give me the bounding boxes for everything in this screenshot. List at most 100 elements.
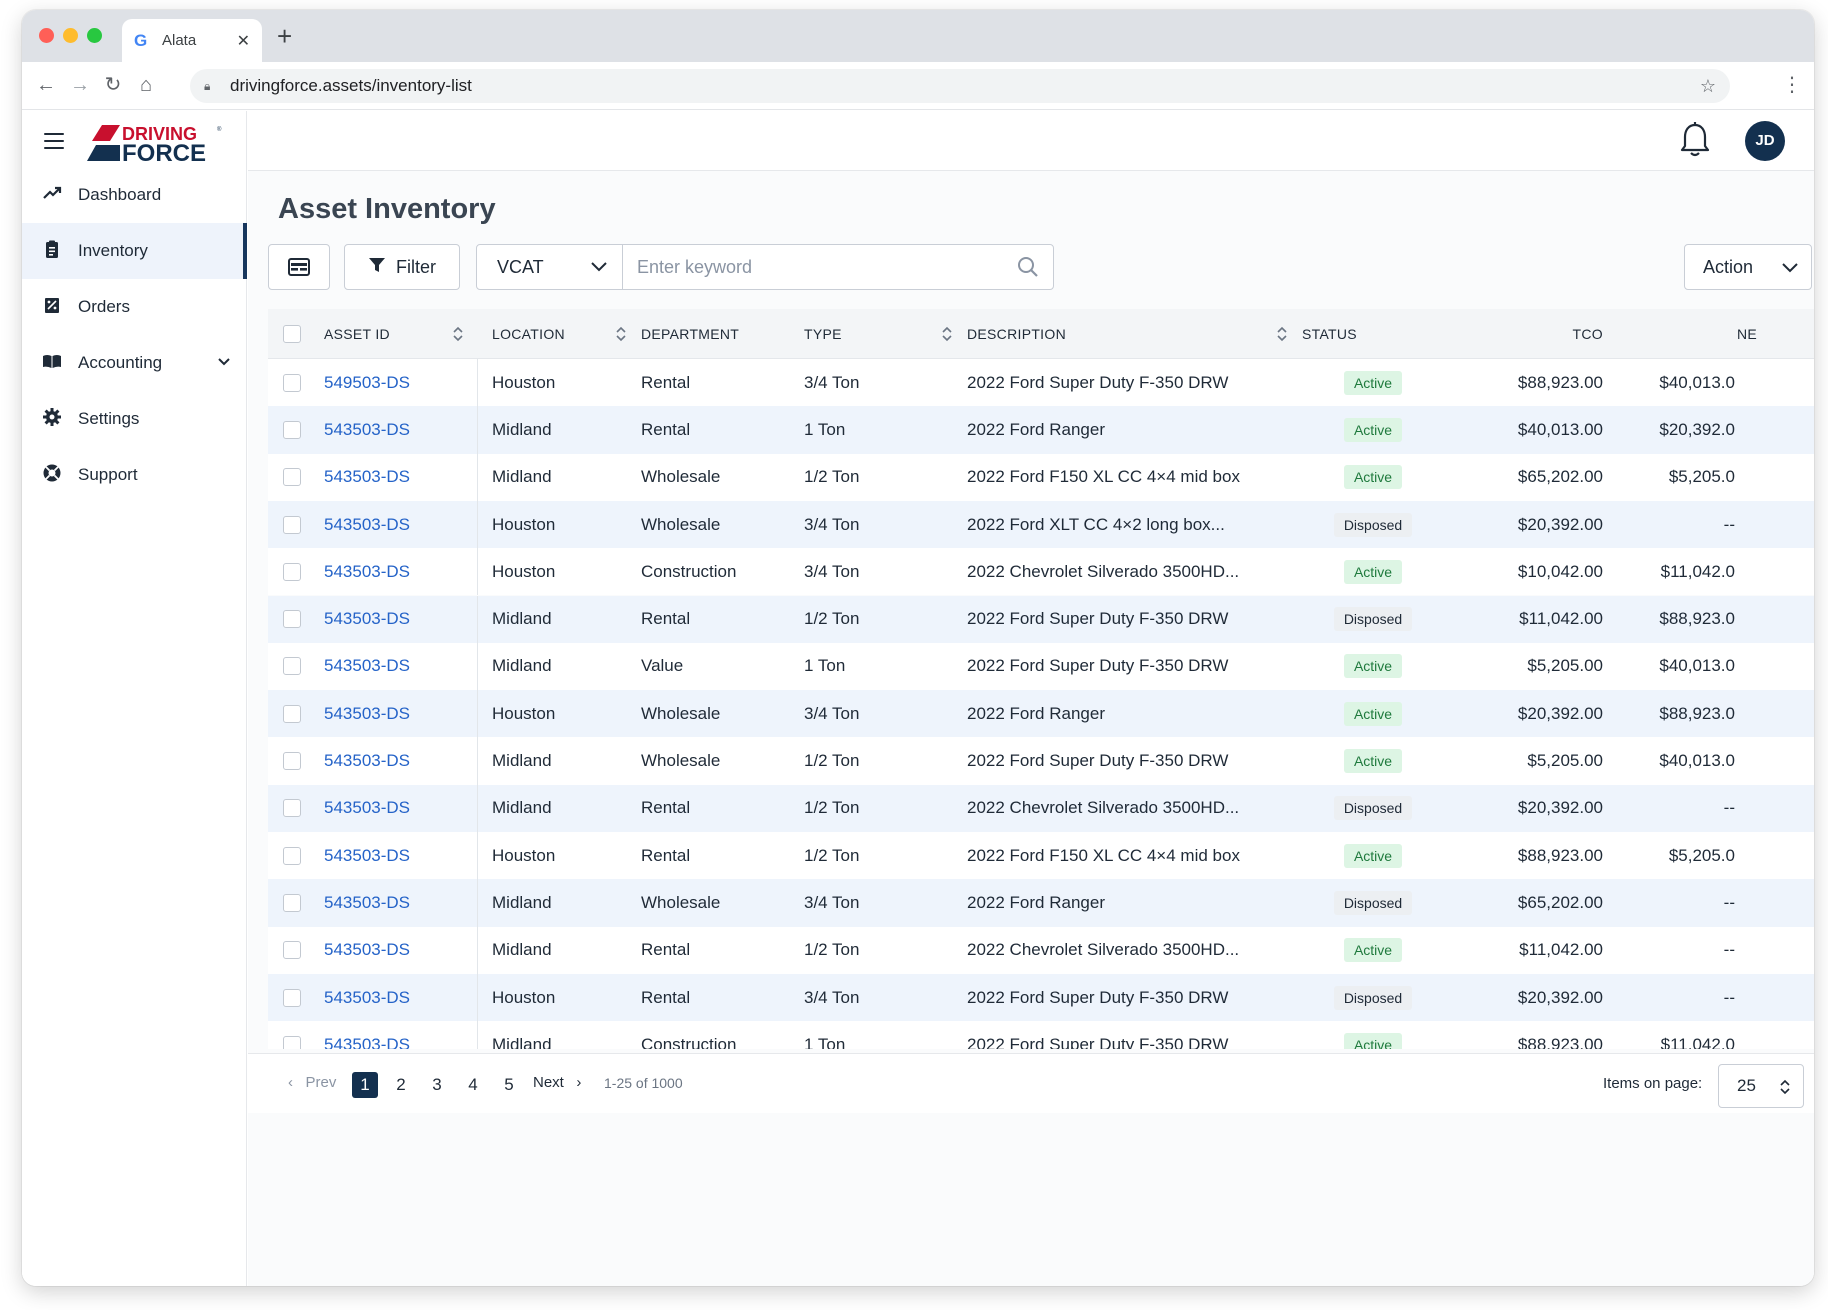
page-4-button[interactable]: 4: [468, 1075, 478, 1094]
column-header-department[interactable]: DEPARTMENT: [641, 325, 740, 342]
row-checkbox[interactable]: [283, 941, 301, 960]
table-row[interactable]: 543503-DS Houston Rental 1/2 Ton 2022 Ford F…: [268, 832, 1814, 880]
sidebar-item-support[interactable]: Support: [22, 447, 247, 503]
page-5-button[interactable]: 5: [504, 1075, 514, 1094]
table-row[interactable]: 543503-DS Midland Rental 1/2 Ton 2022 Ford S…: [268, 595, 1814, 643]
table-row[interactable]: 543503-DS Houston Construction 3/4 Ton 2022 …: [268, 548, 1814, 596]
column-header-status[interactable]: STATUS: [1302, 325, 1357, 342]
table-row[interactable]: 543503-DS Midland Wholesale 1/2 Ton 2022 For…: [268, 737, 1814, 785]
home-icon[interactable]: ⌂: [139, 74, 153, 96]
row-checkbox[interactable]: [283, 704, 301, 723]
url-text[interactable]: drivingforce.assets/inventory-list: [230, 76, 472, 95]
row-checkbox[interactable]: [283, 988, 301, 1007]
row-checkbox[interactable]: [283, 468, 301, 487]
search-input[interactable]: [637, 256, 1017, 278]
row-checkbox[interactable]: [283, 846, 301, 865]
table-row[interactable]: 543503-DS Midland Rental 1 Ton 2022 Ford Ran…: [268, 406, 1814, 454]
select-all-checkbox[interactable]: [283, 324, 301, 343]
new-tab-icon[interactable]: +: [277, 21, 293, 51]
hamburger-menu-icon[interactable]: [44, 133, 64, 149]
sort-icon[interactable]: [941, 325, 953, 343]
sidebar-item-accounting[interactable]: Accounting: [22, 335, 247, 391]
column-header-type[interactable]: TYPE: [804, 309, 967, 358]
table-row[interactable]: 543503-DS Midland Wholesale 1/2 Ton 2022 For…: [268, 453, 1814, 501]
asset-id-link[interactable]: 543503-DS: [324, 1034, 411, 1049]
table-row[interactable]: 549503-DS Houston Rental 3/4 Ton 2022 Ford S…: [268, 359, 1814, 407]
sort-icon[interactable]: [1276, 325, 1288, 343]
minimize-window-button[interactable]: [63, 28, 78, 43]
maximize-window-button[interactable]: [87, 28, 102, 43]
table-row[interactable]: 543503-DS Houston Wholesale 3/4 Ton 2022 For…: [268, 500, 1814, 549]
asset-id-link[interactable]: 543503-DS: [324, 798, 411, 818]
sidebar-item-inventory[interactable]: Inventory: [22, 223, 247, 279]
table-row[interactable]: 543503-DS Midland Rental 1/2 Ton 2022 Chevro…: [268, 926, 1814, 974]
asset-id-link[interactable]: 543503-DS: [324, 751, 411, 771]
asset-id-link[interactable]: 543503-DS: [324, 940, 411, 960]
browser-tab[interactable]: G Alata ✕: [122, 19, 262, 62]
table-row[interactable]: 543503-DS Houston Wholesale 3/4 Ton 2022 For…: [268, 690, 1814, 738]
user-avatar[interactable]: JD: [1745, 121, 1785, 161]
sidebar-item-settings[interactable]: Settings: [22, 391, 247, 447]
prev-page-button[interactable]: ‹ Prev: [288, 1074, 337, 1091]
column-header-ne[interactable]: NE: [1737, 325, 1758, 342]
bookmark-star-icon[interactable]: ☆: [1699, 75, 1716, 96]
asset-id-link[interactable]: 543503-DS: [324, 892, 411, 912]
asset-id-link[interactable]: 543503-DS: [324, 987, 411, 1007]
table-row[interactable]: 543503-DS Houston Rental 3/4 Ton 2022 Ford S…: [268, 973, 1814, 1022]
status-badge: Active: [1343, 749, 1403, 774]
reload-icon[interactable]: ↻: [104, 74, 122, 96]
sidebar-item-dashboard[interactable]: Dashboard: [22, 167, 247, 223]
sort-icon[interactable]: [615, 325, 627, 343]
tab-close-icon[interactable]: ✕: [236, 32, 250, 50]
row-checkbox[interactable]: [283, 420, 301, 439]
table-row[interactable]: 543503-DS Midland Rental 1/2 Ton 2022 Chevro…: [268, 784, 1814, 832]
row-checkbox[interactable]: [283, 1035, 301, 1049]
row-checkbox[interactable]: [283, 893, 301, 912]
category-select[interactable]: VCAT: [477, 245, 623, 289]
chevron-down-icon[interactable]: [217, 355, 247, 372]
table-row[interactable]: 543503-DS Midland Value 1 Ton 2022 Ford Supe…: [268, 642, 1814, 691]
type-cell: 3/4 Ton: [804, 892, 860, 912]
close-window-button[interactable]: [39, 28, 54, 43]
asset-id-link[interactable]: 543503-DS: [324, 703, 411, 723]
asset-id-link[interactable]: 543503-DS: [324, 845, 411, 865]
asset-id-link[interactable]: 549503-DS: [324, 372, 411, 392]
address-bar[interactable]: 🔒︎ drivingforce.assets/inventory-list ☆: [190, 69, 1730, 103]
asset-id-link[interactable]: 543503-DS: [324, 609, 411, 629]
browser-menu-icon[interactable]: ⋮: [1782, 74, 1802, 96]
row-checkbox[interactable]: [283, 515, 301, 534]
asset-id-link[interactable]: 543503-DS: [324, 514, 411, 534]
page-3-button[interactable]: 3: [432, 1075, 442, 1094]
row-checkbox[interactable]: [283, 610, 301, 629]
back-arrow-icon[interactable]: ←: [36, 74, 56, 96]
column-header-tco[interactable]: TCO: [1572, 325, 1603, 342]
asset-id-link[interactable]: 543503-DS: [324, 419, 411, 439]
sort-icon[interactable]: [452, 325, 464, 343]
asset-id-link[interactable]: 543503-DS: [324, 656, 411, 676]
row-checkbox[interactable]: [283, 752, 301, 771]
table-row[interactable]: 543503-DS Midland Construction 1 Ton 2022 Fo…: [268, 1021, 1814, 1049]
column-header-asset-id[interactable]: ASSET ID: [316, 309, 478, 358]
row-checkbox[interactable]: [283, 373, 301, 392]
search-icon[interactable]: [1017, 256, 1039, 278]
forward-arrow-icon[interactable]: →: [70, 74, 90, 96]
filter-button[interactable]: Filter: [344, 244, 460, 290]
view-toggle-button[interactable]: [268, 244, 330, 290]
items-per-page-select[interactable]: 25: [1718, 1064, 1804, 1108]
row-checkbox[interactable]: [283, 562, 301, 581]
driving-force-logo[interactable]: DRIVING FORCE ®: [84, 121, 224, 165]
action-dropdown[interactable]: Action: [1684, 244, 1812, 290]
column-header-location[interactable]: LOCATION: [478, 309, 641, 358]
next-page-button[interactable]: Next ›: [533, 1074, 582, 1091]
page-2-button[interactable]: 2: [396, 1075, 406, 1094]
table-row[interactable]: 543503-DS Midland Wholesale 3/4 Ton 2022 For…: [268, 879, 1814, 927]
row-checkbox[interactable]: [283, 799, 301, 818]
asset-id-link[interactable]: 543503-DS: [324, 467, 411, 487]
sidebar-item-orders[interactable]: Orders: [22, 279, 247, 335]
row-checkbox[interactable]: [283, 657, 301, 676]
bell-icon[interactable]: [1678, 121, 1712, 159]
asset-id-link[interactable]: 543503-DS: [324, 561, 411, 581]
column-header-description[interactable]: DESCRIPTION: [967, 309, 1302, 358]
page-1-button[interactable]: 1: [352, 1072, 378, 1098]
status-cell: Active: [1302, 1021, 1444, 1049]
